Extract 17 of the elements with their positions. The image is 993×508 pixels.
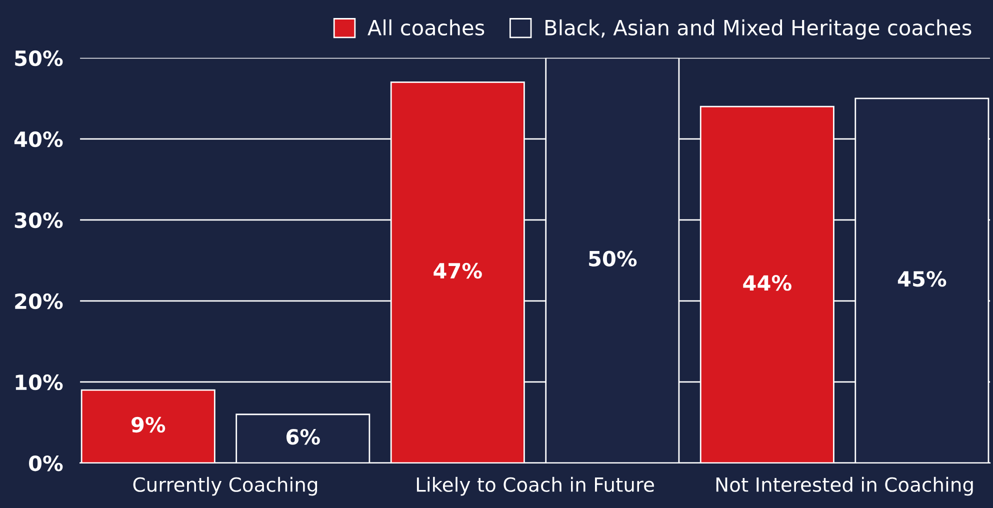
y-tick-label: 20%: [15, 293, 63, 310]
data-label: 50%: [589, 250, 637, 266]
x-tick-label: Currently Coaching: [133, 476, 318, 496]
y-tick-label: 10%: [16, 374, 63, 390]
data-label: 45%: [898, 270, 946, 287]
data-label: 47%: [434, 262, 482, 279]
data-label: 44%: [743, 275, 792, 291]
legend-label: All coaches: [368, 19, 484, 36]
y-tick-label: 0%: [28, 455, 63, 472]
x-tick-label: Likely to Coach in Future: [416, 476, 654, 496]
data-label: 9%: [132, 416, 166, 433]
y-tick-label: 50%: [15, 50, 63, 66]
y-tick-label: 40%: [14, 131, 63, 148]
data-label: 6%: [286, 428, 320, 445]
y-tick-label: 30%: [14, 212, 63, 228]
x-tick-label: Not Interested in Coaching: [716, 476, 973, 496]
legend-label: Black, Asian and Mixed Heritage coaches: [546, 19, 972, 40]
